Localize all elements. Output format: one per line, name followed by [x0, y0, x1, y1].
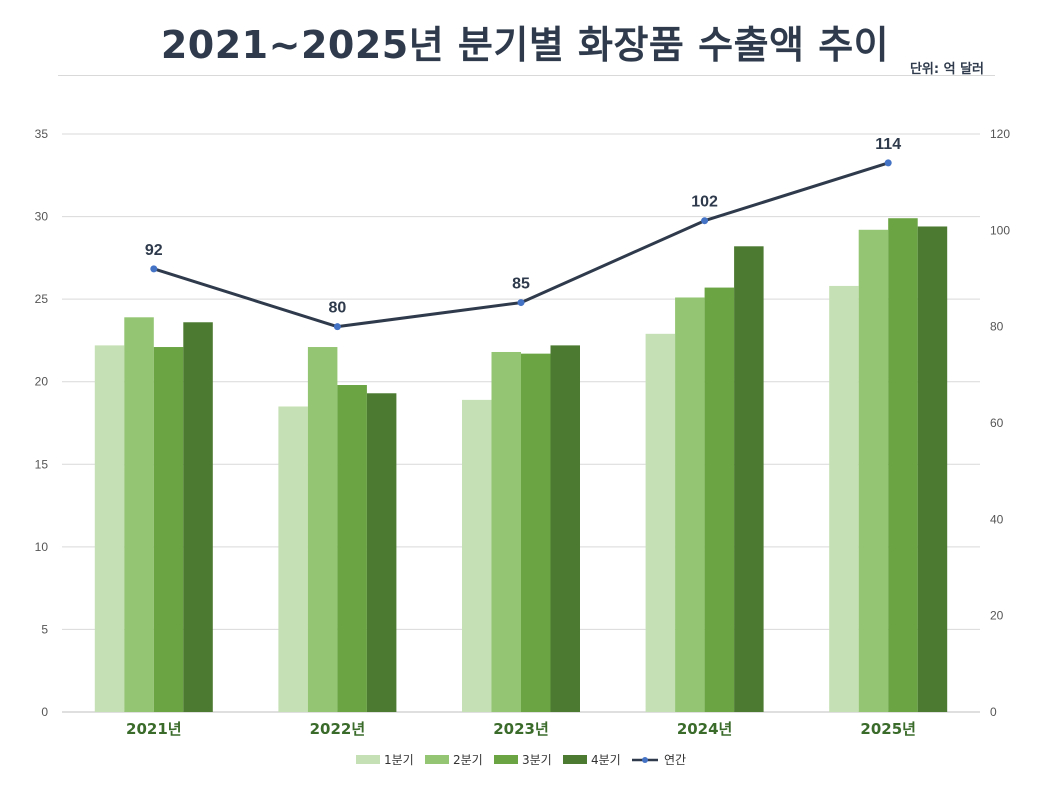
bar-3분기	[521, 353, 551, 712]
y-left-tick-label: 10	[35, 540, 49, 554]
annual-point	[701, 217, 709, 225]
legend-swatch-1분기	[356, 755, 380, 764]
legend-swatch-2분기	[425, 755, 449, 764]
y-left-tick-label: 30	[35, 210, 49, 224]
y-left-tick-label: 20	[35, 375, 49, 389]
annual-point	[884, 159, 892, 167]
y-left-tick-label: 0	[41, 705, 48, 719]
legend-label: 3분기	[522, 753, 552, 767]
bar-1분기	[829, 285, 859, 712]
y-left-tick-label: 15	[35, 457, 49, 471]
annual-point	[150, 265, 158, 273]
annual-data-label: 85	[512, 276, 530, 293]
y-right-tick-label: 100	[990, 223, 1010, 237]
legend-label: 2분기	[453, 753, 483, 767]
x-category-label: 2021년	[126, 720, 182, 738]
x-category-label: 2022년	[310, 720, 366, 738]
annual-point	[517, 299, 525, 307]
legend-label: 연간	[664, 753, 686, 767]
annual-data-label: 80	[329, 300, 347, 317]
y-right-tick-label: 60	[990, 416, 1004, 430]
bar-1분기	[94, 345, 125, 712]
legend-swatch-3분기	[494, 755, 518, 764]
bar-2분기	[675, 297, 705, 712]
annual-point	[333, 323, 341, 331]
y-right-tick-label: 20	[990, 609, 1004, 623]
bar-2분기	[858, 229, 889, 713]
annual-data-label: 92	[145, 242, 163, 259]
legend-label: 4분기	[591, 753, 621, 767]
y-right-tick-label: 80	[990, 320, 1004, 334]
unit-label: 단위: 억 달러	[909, 62, 984, 77]
bar-2분기	[491, 351, 521, 712]
y-right-tick-label: 40	[990, 512, 1004, 526]
chart-title: 2021~2025년 분기별 화장품 수출액 추이	[160, 23, 890, 67]
bar-4분기	[183, 322, 213, 712]
annual-data-label: 102	[691, 194, 718, 211]
bar-3분기	[153, 347, 184, 712]
bar-4분기	[917, 226, 948, 713]
legend-line-marker	[642, 757, 648, 763]
x-category-label: 2023년	[493, 720, 549, 738]
annual-data-label: 114	[875, 136, 901, 153]
legend-swatch-4분기	[563, 755, 587, 764]
y-right-tick-label: 120	[990, 127, 1010, 141]
legend-label: 1분기	[384, 753, 414, 767]
y-left-tick-label: 25	[35, 292, 49, 306]
bar-2분기	[124, 317, 154, 712]
bar-2분기	[307, 347, 338, 712]
x-category-label: 2025년	[860, 720, 916, 738]
bar-4분기	[366, 393, 397, 712]
x-category-label: 2024년	[677, 720, 733, 738]
bar-3분기	[888, 218, 918, 713]
title-divider	[58, 75, 995, 76]
y-right-tick-label: 0	[990, 705, 997, 719]
bar-1분기	[645, 333, 676, 712]
bar-3분기	[704, 287, 735, 712]
y-left-tick-label: 35	[35, 127, 49, 141]
bar-3분기	[337, 385, 367, 712]
bar-4분기	[734, 246, 764, 712]
bar-4분기	[550, 345, 580, 712]
y-left-tick-label: 5	[41, 622, 48, 636]
bar-1분기	[278, 406, 308, 712]
bar-1분기	[462, 399, 492, 712]
